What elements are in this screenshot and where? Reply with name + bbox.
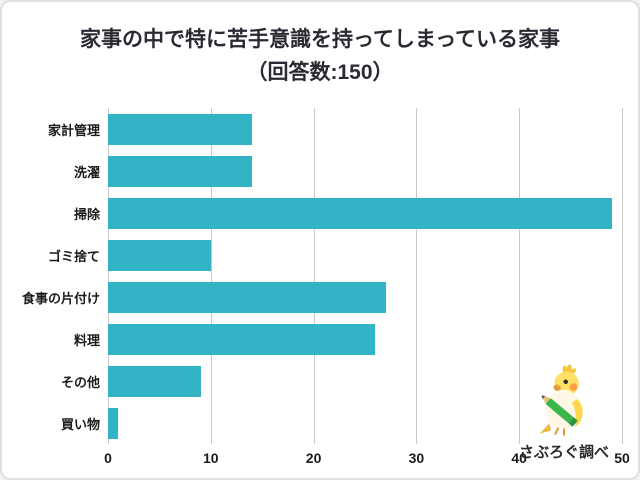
survey-credit: さぶろぐ調べ [506,361,622,462]
bar-track [108,155,622,187]
chart-title-line1: 家事の中で特に苦手意識を持ってしまっている家事 [79,28,561,51]
bar-track [108,239,622,271]
bar-食事の片付け [108,281,386,313]
mascot-bird-icon [539,364,583,436]
bar-track [108,113,622,145]
gridline-20 [313,108,315,444]
bar-家計管理 [108,113,252,145]
credit-text: さぶろぐ調べ [518,444,609,461]
chart-title-line2: （回答数:150） [246,60,394,84]
bar-track [108,365,622,397]
chart-title: 家事の中で特に苦手意識を持ってしまっている家事 （回答数:150） [2,2,638,89]
chart-rows: 家計管理洗濯掃除ゴミ捨て食事の片付け料理その他買い物 [16,108,622,444]
category-label: 掃除 [73,206,100,222]
bar-掃除 [108,197,612,229]
gridlines [108,108,623,444]
x-axis: 0 10 20 30 40 50 [104,450,630,472]
chart-row: 料理 [16,318,622,360]
gridline-0 [108,108,109,444]
chart-row: 食事の片付け [16,276,622,318]
x-tick-label: 0 [104,450,112,466]
chart-row: ゴミ捨て [16,234,622,276]
x-tick-label: 30 [408,450,425,466]
gridline-30 [416,108,418,444]
bar-ゴミ捨て [108,239,211,271]
bar-track [108,407,622,439]
x-tick-label: 50 [614,450,630,466]
bar-料理 [108,323,376,355]
chart-row: 掃除 [16,192,622,234]
category-label: 買い物 [60,416,100,432]
bar-洗濯 [108,155,252,187]
category-label: 料理 [73,332,100,348]
x-tick-label: 20 [305,450,322,466]
category-label: その他 [60,374,100,390]
chart-row: 買い物 [16,402,622,444]
x-tick-label: 40 [511,450,527,466]
chart-row: その他 [16,360,622,402]
category-label: 家計管理 [47,122,100,138]
bar-買い物 [108,407,119,439]
gridline-40 [519,108,521,444]
chart-row: 洗濯 [16,150,622,192]
bar-track [108,281,622,313]
bar-track [108,197,622,229]
bar-chart: 家計管理洗濯掃除ゴミ捨て食事の片付け料理その他買い物 0 10 20 30 40 50 [16,108,630,472]
category-label: 洗濯 [73,164,100,180]
category-label: ゴミ捨て [47,248,100,264]
category-label: 食事の片付け [21,290,100,306]
chart-row: 家計管理 [16,108,622,150]
gridline-50 [622,108,623,444]
x-tick-label: 10 [203,450,219,466]
bar-track [108,323,622,355]
gridline-10 [210,108,212,444]
bar-その他 [108,365,201,397]
